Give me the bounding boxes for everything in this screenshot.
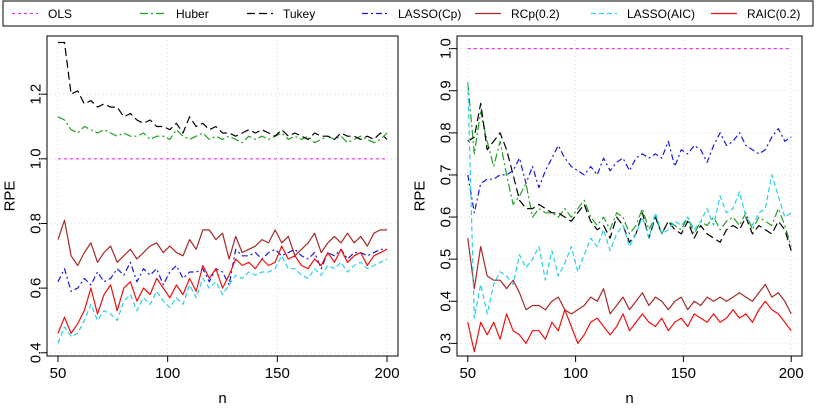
y-tick-label: 0.4: [28, 342, 45, 363]
series-line-rcp-0-2: [467, 238, 792, 315]
series-line-lasso-cp: [467, 128, 792, 214]
y-axis-label: RPE: [412, 181, 429, 212]
y-tick-label: 0.8: [438, 122, 455, 143]
x-tick-label: 50: [459, 365, 476, 382]
y-tick-label: 0.6: [28, 278, 45, 299]
x-axis-label: n: [218, 390, 226, 407]
x-tick-label: 50: [50, 365, 67, 382]
legend: OLS Huber Tukey LASSO(Cp) RCp(0.2) LASSO(AIC)…: [2, 0, 814, 27]
y-tick-label: 0.3: [438, 333, 455, 354]
plot-frame: [46, 35, 399, 357]
legend-label-lasso-cp: LASSO(Cp): [398, 7, 461, 21]
y-tick-label: 0.6: [438, 207, 455, 228]
series-line-tukey: [58, 41, 388, 140]
series-line-tukey: [467, 102, 792, 251]
y-tick-label: 0.9: [438, 80, 455, 101]
series-line-rcp-0-2: [57, 219, 387, 267]
x-tick-label: 200: [375, 365, 400, 382]
series-line-huber: [467, 82, 792, 247]
x-tick-label: 100: [155, 365, 180, 382]
x-tick-label: 150: [265, 365, 290, 382]
x-axis-label: n: [625, 390, 633, 407]
y-tick-label: 1.2: [28, 84, 45, 105]
legend-label-ols: OLS: [48, 7, 72, 21]
legend-label-lasso-aic: LASSO(AIC): [627, 7, 695, 21]
legend-label-tukey: Tukey: [283, 7, 315, 21]
series-line-huber: [57, 116, 388, 144]
y-tick-label: 0.5: [438, 249, 455, 270]
x-tick-label: 200: [779, 365, 804, 382]
y-tick-label: 0.7: [438, 165, 455, 186]
y-tick-label: 1.0: [438, 38, 455, 59]
plot-frame: [456, 35, 803, 357]
series-line-lasso-aic: [57, 255, 388, 344]
y-axis-label: RPE: [2, 181, 19, 212]
y-tick-label: 0.4: [438, 291, 455, 312]
y-tick-label: 0.8: [28, 213, 45, 234]
x-tick-label: 150: [671, 365, 696, 382]
x-tick-label: 100: [563, 365, 588, 382]
series-line-raic-0-2: [467, 300, 792, 353]
series-line-lasso-cp: [57, 248, 387, 292]
left-panel: 50 100 150 200 0.4 0.6 0.8 1.0 1.2 n RPE: [2, 35, 400, 407]
legend-label-raic-0-2: RAIC(0.2): [747, 7, 800, 21]
series-line-lasso-aic: [467, 82, 792, 319]
right-panel: 50 100 150 200 0.3 0.4 0.5 0.6 0.7 0.8 0.9 1.0 n RPE: [412, 35, 804, 407]
legend-label-rcp-0-2: RCp(0.2): [511, 7, 560, 21]
series-line-raic-0-2: [57, 245, 388, 334]
legend-label-huber: Huber: [176, 7, 209, 21]
y-tick-label: 1.0: [28, 148, 45, 169]
legend-box: [2, 0, 814, 27]
